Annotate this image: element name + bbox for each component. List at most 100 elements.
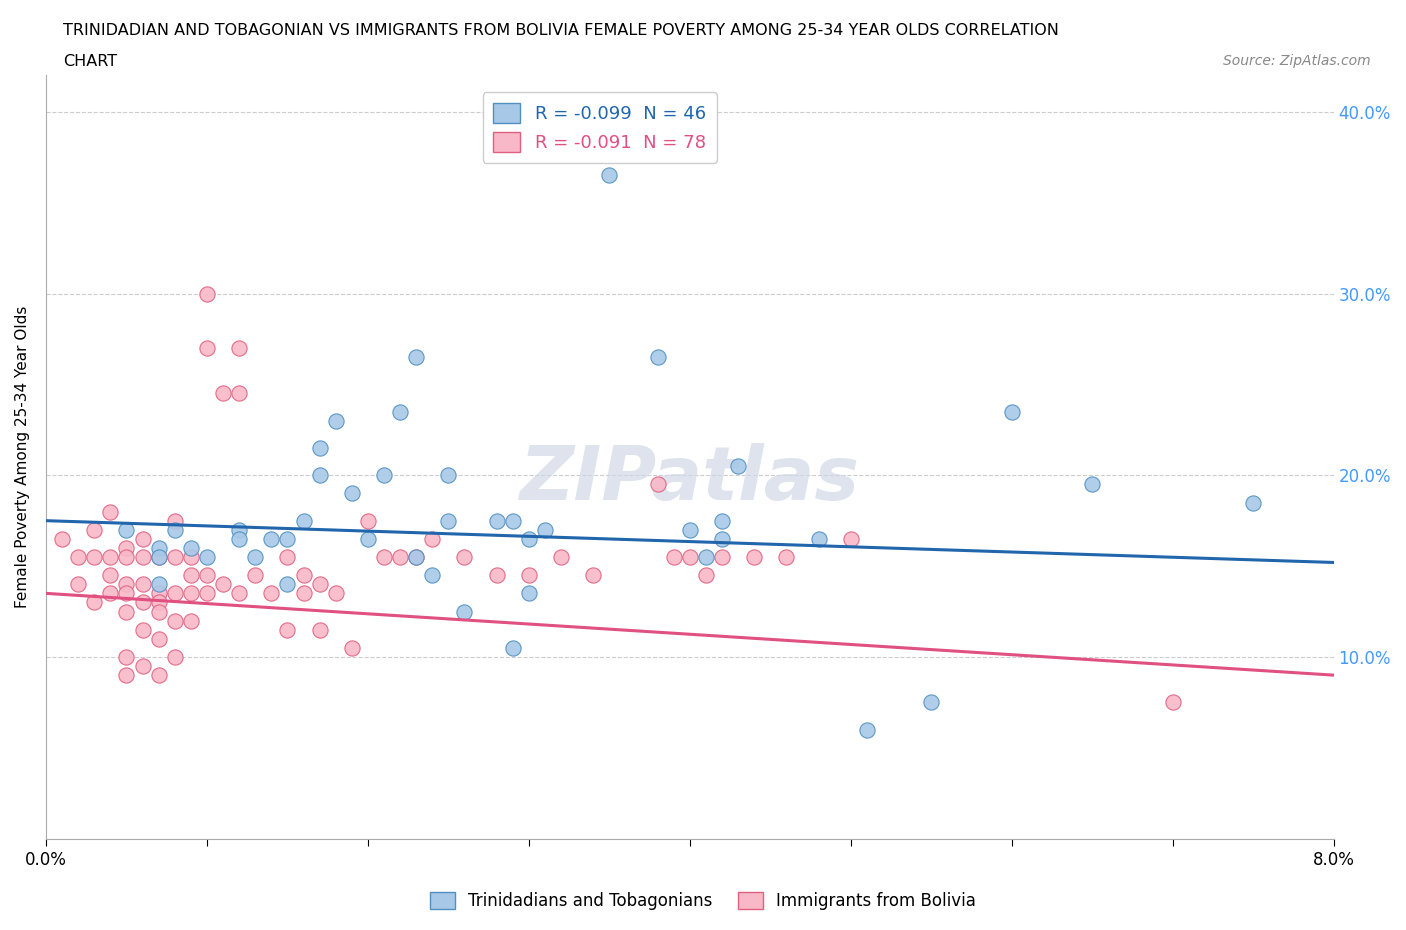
Point bbox=[245, 550, 267, 565]
Point bbox=[485, 513, 508, 528]
Point bbox=[212, 386, 235, 401]
Point bbox=[292, 513, 315, 528]
Point bbox=[83, 523, 105, 538]
Legend: R = -0.099  N = 46, R = -0.091  N = 78: R = -0.099 N = 46, R = -0.091 N = 78 bbox=[482, 92, 717, 163]
Point bbox=[742, 550, 765, 565]
Point bbox=[420, 531, 443, 546]
Point bbox=[711, 550, 734, 565]
Point bbox=[131, 531, 153, 546]
Point bbox=[228, 531, 250, 546]
Text: ZIPatlas: ZIPatlas bbox=[520, 444, 860, 516]
Point bbox=[711, 531, 734, 546]
Point bbox=[340, 486, 363, 501]
Point bbox=[67, 577, 90, 591]
Point bbox=[98, 567, 121, 582]
Point bbox=[228, 340, 250, 355]
Point bbox=[98, 504, 121, 519]
Point bbox=[325, 586, 347, 601]
Point bbox=[517, 586, 540, 601]
Point bbox=[517, 567, 540, 582]
Point bbox=[502, 513, 524, 528]
Point bbox=[1161, 695, 1184, 710]
Point bbox=[260, 531, 283, 546]
Point bbox=[180, 586, 202, 601]
Point bbox=[245, 567, 267, 582]
Point bbox=[308, 622, 330, 637]
Point bbox=[453, 604, 475, 619]
Point bbox=[308, 577, 330, 591]
Point bbox=[148, 540, 170, 555]
Point bbox=[115, 604, 138, 619]
Point bbox=[180, 567, 202, 582]
Point bbox=[228, 386, 250, 401]
Point bbox=[292, 586, 315, 601]
Point bbox=[839, 531, 862, 546]
Point bbox=[115, 577, 138, 591]
Point bbox=[420, 567, 443, 582]
Point bbox=[357, 531, 380, 546]
Point bbox=[437, 513, 460, 528]
Point bbox=[195, 550, 218, 565]
Point bbox=[276, 577, 298, 591]
Point bbox=[1241, 495, 1264, 510]
Point bbox=[437, 468, 460, 483]
Point bbox=[711, 513, 734, 528]
Point bbox=[373, 550, 395, 565]
Point bbox=[148, 586, 170, 601]
Point bbox=[647, 477, 669, 492]
Point bbox=[180, 550, 202, 565]
Point bbox=[115, 523, 138, 538]
Point bbox=[67, 550, 90, 565]
Point bbox=[276, 550, 298, 565]
Point bbox=[131, 577, 153, 591]
Point bbox=[131, 595, 153, 610]
Point bbox=[389, 550, 412, 565]
Point bbox=[502, 641, 524, 656]
Point bbox=[775, 550, 797, 565]
Point bbox=[98, 586, 121, 601]
Point bbox=[163, 513, 186, 528]
Point bbox=[647, 350, 669, 365]
Point bbox=[195, 286, 218, 301]
Point bbox=[340, 641, 363, 656]
Point bbox=[453, 550, 475, 565]
Point bbox=[807, 531, 830, 546]
Point bbox=[163, 586, 186, 601]
Point bbox=[148, 550, 170, 565]
Point bbox=[405, 550, 427, 565]
Point bbox=[276, 531, 298, 546]
Point bbox=[598, 168, 620, 183]
Point bbox=[148, 550, 170, 565]
Point bbox=[389, 405, 412, 419]
Point bbox=[276, 622, 298, 637]
Point bbox=[727, 458, 749, 473]
Point bbox=[115, 586, 138, 601]
Point bbox=[517, 531, 540, 546]
Point bbox=[83, 550, 105, 565]
Point bbox=[292, 567, 315, 582]
Point bbox=[308, 468, 330, 483]
Point bbox=[1081, 477, 1104, 492]
Point bbox=[357, 513, 380, 528]
Point bbox=[115, 550, 138, 565]
Point bbox=[582, 567, 605, 582]
Point bbox=[163, 649, 186, 664]
Point bbox=[534, 523, 557, 538]
Point bbox=[695, 550, 717, 565]
Point bbox=[180, 613, 202, 628]
Point bbox=[163, 613, 186, 628]
Point bbox=[856, 723, 879, 737]
Point bbox=[180, 540, 202, 555]
Point bbox=[148, 668, 170, 683]
Point bbox=[131, 658, 153, 673]
Point bbox=[148, 577, 170, 591]
Point bbox=[148, 631, 170, 646]
Point bbox=[195, 340, 218, 355]
Point bbox=[228, 523, 250, 538]
Point bbox=[308, 441, 330, 456]
Point bbox=[163, 550, 186, 565]
Point bbox=[260, 586, 283, 601]
Point bbox=[131, 550, 153, 565]
Point bbox=[131, 622, 153, 637]
Point bbox=[373, 468, 395, 483]
